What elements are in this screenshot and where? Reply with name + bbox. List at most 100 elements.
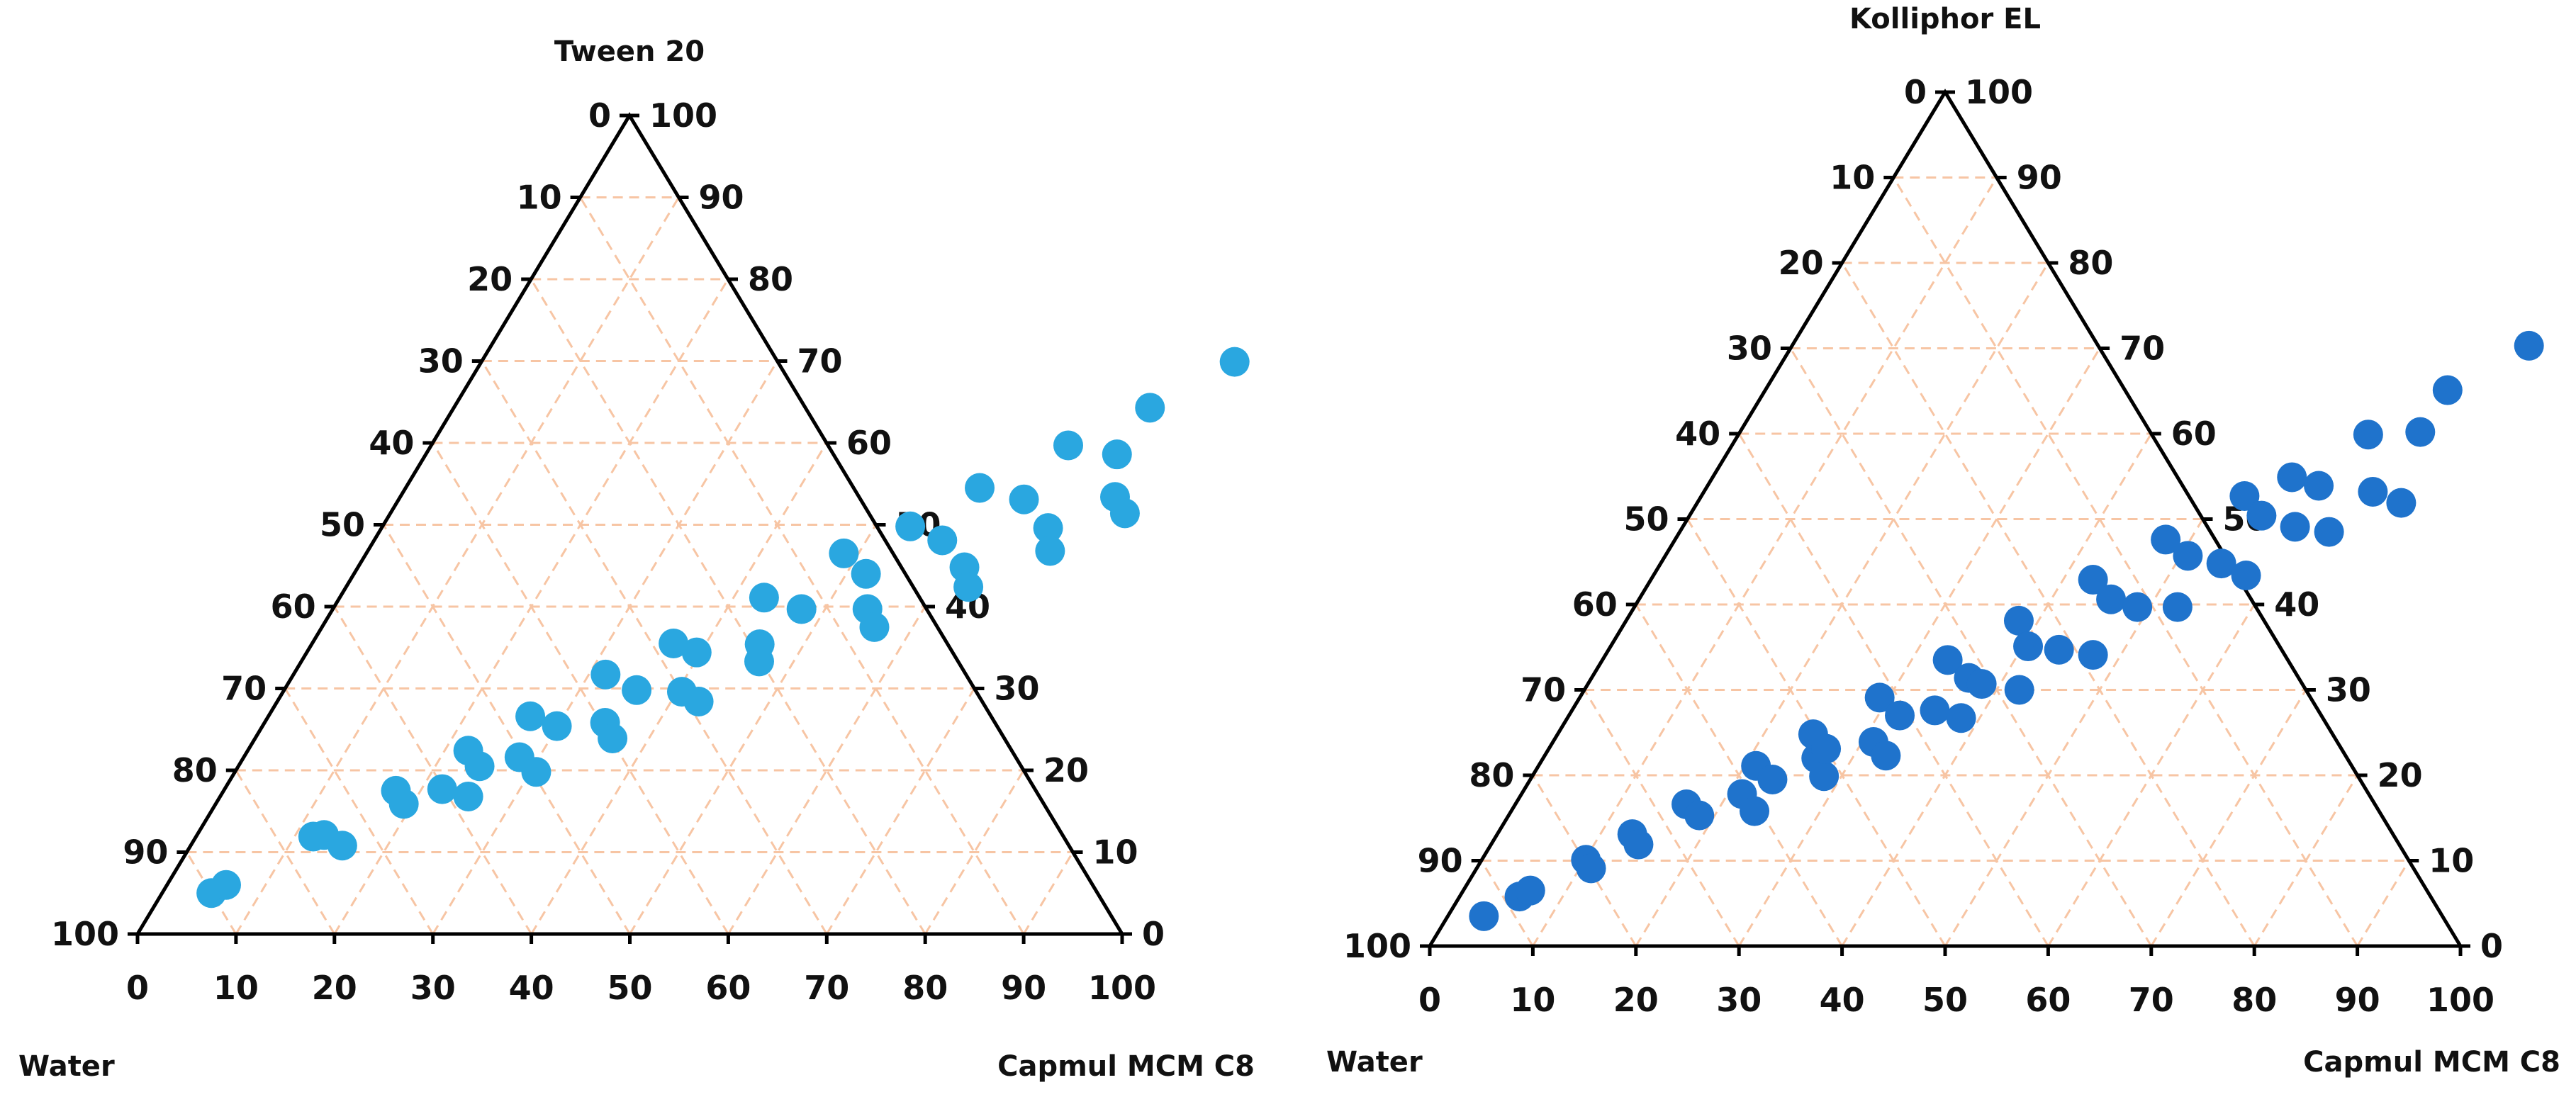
data-point xyxy=(211,870,241,900)
data-point xyxy=(2044,634,2074,665)
data-point xyxy=(427,774,457,804)
right-tick-label: 70 xyxy=(797,342,843,381)
right-tick-label: 80 xyxy=(748,260,793,298)
data-point xyxy=(2013,631,2044,662)
bottom-tick-label: 40 xyxy=(509,969,554,1007)
grid-line xyxy=(235,196,680,935)
data-point xyxy=(2151,524,2181,555)
grid-line xyxy=(1737,347,2101,947)
data-point xyxy=(1946,703,1976,733)
data-point xyxy=(895,511,926,541)
grid-line xyxy=(1635,604,1843,947)
data-point xyxy=(2280,512,2310,542)
grid xyxy=(186,196,1074,935)
data-point xyxy=(851,558,881,589)
left-tick-label: 10 xyxy=(517,179,562,217)
data-point xyxy=(829,538,859,568)
left-tick-label: 50 xyxy=(1623,500,1669,539)
grid-line xyxy=(2356,860,2410,947)
data-point xyxy=(1033,513,1063,544)
data-point xyxy=(786,594,817,624)
data-point xyxy=(659,628,689,658)
axis-ticks: 1000090101080202070303060404050505040606… xyxy=(51,96,1165,1007)
left-tick-label: 60 xyxy=(271,587,316,626)
data-point xyxy=(859,612,890,642)
right-tick-label: 40 xyxy=(2274,585,2319,624)
bottom-tick-label: 0 xyxy=(1418,981,1441,1019)
data-point xyxy=(1966,669,1997,699)
data-point xyxy=(2246,500,2277,531)
data-point xyxy=(2277,462,2307,493)
bottom-tick-label: 50 xyxy=(1922,981,1968,1019)
data-point xyxy=(590,659,621,690)
data-point xyxy=(598,723,628,753)
data-point xyxy=(1864,682,1895,713)
data-point xyxy=(453,781,483,811)
left-tick-label: 70 xyxy=(1521,671,1566,709)
bottom-tick-label: 60 xyxy=(705,969,751,1007)
data-point xyxy=(2514,330,2544,361)
bottom-tick-label: 40 xyxy=(1820,981,1865,1019)
right-tick-label: 90 xyxy=(699,179,744,217)
bottom-tick-label: 100 xyxy=(1088,969,1156,1007)
data-point xyxy=(2231,561,2261,591)
left-tick-label: 0 xyxy=(1904,73,1927,111)
right-tick-label: 0 xyxy=(1142,915,1165,953)
right-tick-label: 70 xyxy=(2119,330,2165,368)
bottom-tick-label: 60 xyxy=(2025,981,2071,1019)
data-point xyxy=(2162,592,2193,622)
data-point xyxy=(1623,829,1654,860)
right-tick-label: 100 xyxy=(649,96,717,135)
right-tick-label: 100 xyxy=(1965,73,2033,111)
data-point xyxy=(464,751,495,782)
data-point xyxy=(2173,541,2203,571)
right-tick-label: 80 xyxy=(2068,244,2113,282)
bottom-tick-label: 30 xyxy=(1716,981,1762,1019)
data-point xyxy=(744,646,774,677)
right-tick-label: 60 xyxy=(846,424,892,462)
bottom-tick-label: 90 xyxy=(1001,969,1046,1007)
right-tick-label: 20 xyxy=(1043,751,1089,789)
bottom-tick-label: 80 xyxy=(2231,981,2277,1019)
grid-line xyxy=(629,524,877,935)
grid-line xyxy=(1944,518,2204,947)
data-point xyxy=(2432,375,2463,405)
grid-line xyxy=(727,606,926,935)
bottom-tick-label: 10 xyxy=(213,969,259,1007)
left-tick-label: 20 xyxy=(467,260,513,298)
left-apex-label: Water xyxy=(18,1050,115,1083)
grid-line xyxy=(826,687,975,935)
grid-line xyxy=(1893,176,2358,947)
left-tick-label: 50 xyxy=(320,506,365,544)
data-point xyxy=(2003,605,2034,636)
data-point xyxy=(327,831,357,861)
right-tick-label: 60 xyxy=(2171,415,2217,453)
data-point xyxy=(1684,800,1715,831)
data-point xyxy=(2122,592,2153,622)
data-point xyxy=(965,473,995,503)
left-tick-label: 60 xyxy=(1572,585,1618,624)
grid-line xyxy=(481,360,828,935)
data-point xyxy=(2078,640,2108,670)
bottom-tick-label: 0 xyxy=(126,969,149,1007)
left-tick-label: 40 xyxy=(1675,415,1720,453)
data-point xyxy=(953,572,984,602)
top-apex-label: Kolliphor EL xyxy=(1849,3,2041,35)
bottom-tick-label: 20 xyxy=(1613,981,1659,1019)
data-point xyxy=(1515,875,1545,906)
data-point xyxy=(2004,675,2034,705)
data-point xyxy=(2096,584,2127,614)
data-point xyxy=(622,675,652,705)
right-tick-label: 20 xyxy=(2378,756,2423,794)
bottom-tick-label: 70 xyxy=(2129,981,2174,1019)
bottom-tick-label: 100 xyxy=(2426,981,2494,1019)
right-tick-label: 10 xyxy=(2429,842,2474,880)
data-point xyxy=(749,583,779,613)
data-point xyxy=(681,637,712,668)
top-apex-label: Tween 20 xyxy=(554,35,705,68)
right-tick-label: 30 xyxy=(2326,671,2371,709)
grid-line xyxy=(579,196,1025,935)
